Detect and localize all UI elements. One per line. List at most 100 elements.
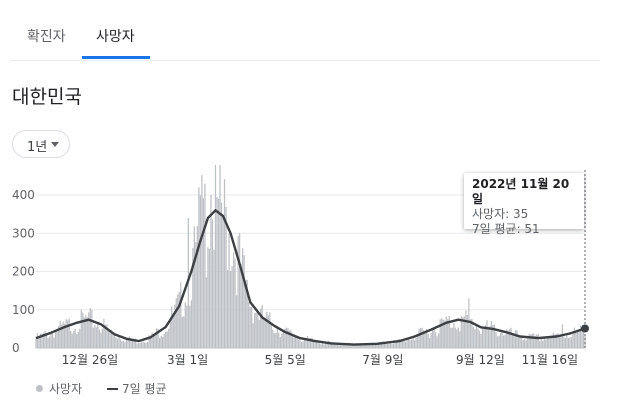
deaths-bar <box>122 340 125 348</box>
deaths-bar <box>77 332 79 348</box>
deaths-bar <box>238 232 241 348</box>
deaths-bar <box>112 332 114 348</box>
deaths-bar <box>210 195 212 348</box>
deaths-bar <box>308 338 310 348</box>
deaths-chart[interactable]: 0 100 200 300 400 12월 26일 3월 1일 5월 5일 7월 9일 9월 12… <box>0 165 621 380</box>
deaths-bar <box>175 298 177 348</box>
deaths-bar <box>204 183 206 348</box>
deaths-bar <box>407 338 410 348</box>
deaths-bar <box>447 319 449 348</box>
deaths-bar <box>184 302 186 348</box>
deaths-bar <box>115 337 117 348</box>
y-tick-label: 300 <box>12 226 35 240</box>
metric-tabs: 확진자 사망자 <box>10 18 600 61</box>
deaths-bar <box>471 318 473 348</box>
deaths-bar <box>453 323 455 348</box>
legend-label-average: 7일 평균 <box>122 382 167 396</box>
deaths-bar <box>272 329 274 348</box>
deaths-bar <box>477 328 479 348</box>
y-tick-label: 200 <box>12 265 35 279</box>
deaths-bar <box>305 337 307 348</box>
deaths-bar <box>285 327 288 348</box>
deaths-bar <box>296 337 298 348</box>
deaths-bar <box>416 335 419 348</box>
deaths-bar <box>421 327 423 348</box>
deaths-bar <box>492 324 494 348</box>
deaths-bar <box>196 226 199 348</box>
deaths-bar <box>258 319 260 348</box>
deaths-bar <box>294 336 297 348</box>
region-title: 대한민국 <box>12 86 82 108</box>
deaths-bar <box>276 328 278 348</box>
bar-series-dot-icon <box>36 385 43 392</box>
deaths-bar <box>323 344 325 348</box>
deaths-bar <box>186 305 188 348</box>
deaths-bar <box>534 336 536 348</box>
deaths-bar <box>438 333 440 348</box>
deaths-bar <box>330 342 333 348</box>
deaths-bar <box>433 328 435 348</box>
deaths-bar <box>531 333 533 348</box>
deaths-bar <box>128 336 131 348</box>
tooltip-deaths: 사망자: 35 <box>472 207 529 221</box>
deaths-bar <box>514 330 517 348</box>
deaths-bar <box>389 343 392 348</box>
deaths-bar <box>151 332 153 348</box>
deaths-bar <box>501 331 503 348</box>
deaths-bar <box>403 338 405 348</box>
deaths-bar <box>459 331 461 348</box>
deaths-bar <box>454 327 456 348</box>
deaths-bar <box>546 337 548 348</box>
deaths-bar <box>563 336 565 348</box>
deaths-bar <box>154 333 156 348</box>
deaths-bar <box>118 336 120 348</box>
deaths-bar <box>181 316 183 348</box>
x-tick-label: 12월 26일 <box>62 353 118 367</box>
deaths-bar <box>130 339 132 348</box>
deaths-bar <box>317 342 319 348</box>
deaths-bar <box>234 258 236 348</box>
deaths-bar <box>251 306 253 348</box>
deaths-bar <box>527 338 529 348</box>
deaths-bar <box>195 242 197 348</box>
tab-confirmed[interactable]: 확진자 <box>27 29 66 45</box>
deaths-bar <box>424 330 426 348</box>
average-line <box>35 209 586 346</box>
deaths-bar <box>106 324 108 348</box>
deaths-bar <box>142 341 144 348</box>
deaths-bar <box>478 330 481 348</box>
deaths-bar <box>62 321 64 348</box>
deaths-bar <box>513 333 515 348</box>
deaths-bar <box>413 340 416 348</box>
deaths-bar <box>463 316 465 348</box>
deaths-bar <box>395 340 398 348</box>
deaths-bar <box>374 342 376 348</box>
deaths-bar <box>165 331 167 348</box>
deaths-bar <box>163 333 165 348</box>
y-tick-label: 100 <box>12 303 35 317</box>
deaths-bar <box>359 343 361 348</box>
deaths-bar <box>45 333 48 348</box>
deaths-bar <box>74 328 76 348</box>
deaths-bar <box>59 320 61 348</box>
deaths-bar <box>441 318 443 348</box>
time-range-dropdown[interactable]: 1년 <box>12 130 70 158</box>
deaths-bar <box>136 343 138 348</box>
hover-point <box>581 324 589 333</box>
deaths-bar <box>324 343 327 348</box>
deaths-bar <box>341 345 343 348</box>
deaths-bar <box>275 333 277 348</box>
deaths-bar <box>160 335 162 348</box>
deaths-bar <box>391 344 393 348</box>
deaths-bar <box>344 344 346 348</box>
deaths-bar <box>312 340 315 348</box>
deaths-bar <box>489 325 491 348</box>
deaths-bar <box>237 235 239 348</box>
tab-deaths[interactable]: 사망자 <box>96 29 135 45</box>
deaths-bar <box>291 334 294 348</box>
deaths-bar <box>475 326 478 348</box>
deaths-bar <box>415 337 417 348</box>
deaths-bar <box>332 341 334 348</box>
deaths-bar <box>51 333 54 348</box>
deaths-bar <box>246 279 248 348</box>
